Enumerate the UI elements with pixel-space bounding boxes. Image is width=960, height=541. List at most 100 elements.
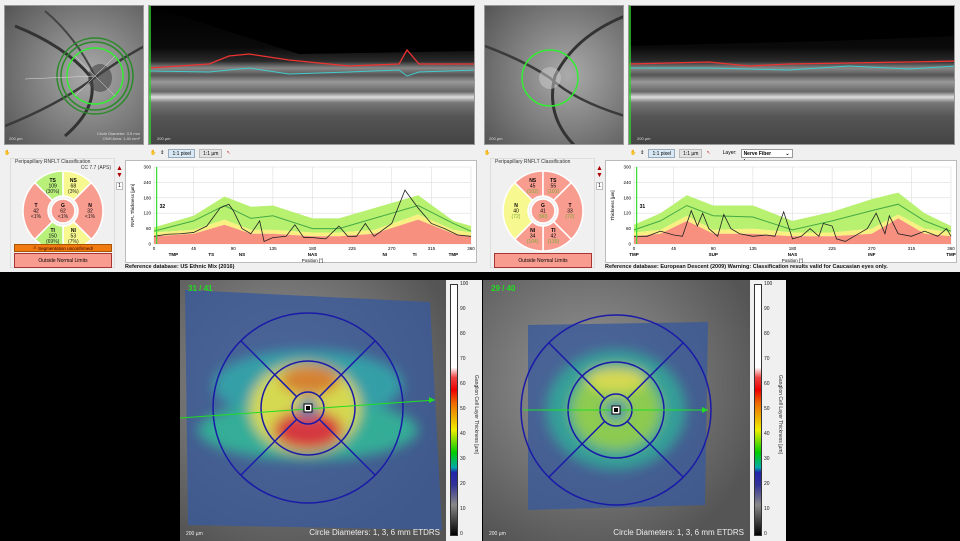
colorbar-tick: 30 — [764, 456, 770, 462]
circle-diameters-caption: Circle Diameters: 1, 3, 6 mm ETDRS — [309, 528, 440, 537]
classification-result: Outside Normal Limits — [14, 253, 112, 268]
x-tick-label: 90 — [231, 246, 237, 251]
sector-value: 45 — [530, 184, 536, 190]
sector-percent: (90) — [539, 214, 548, 220]
scale-bar: 200 µm — [489, 136, 503, 141]
sector-name: TS — [550, 178, 557, 184]
colorbar-tick: 100 — [460, 281, 469, 287]
gcl-thickness-map-right[interactable]: 29 / 40 200 µm Circle Diameters: 1, 3, 6… — [483, 280, 750, 541]
sector-value: 150 — [48, 233, 57, 239]
oct-bscan[interactable]: 200 µm — [628, 5, 955, 145]
sector-percent: <1% — [85, 214, 96, 220]
hand-icon[interactable]: ✋ — [484, 150, 491, 156]
colorbar-tick: 70 — [460, 356, 466, 362]
colorbar-tick: 60 — [764, 381, 770, 387]
sector-name: N — [514, 203, 518, 209]
circle-diameters-caption: Circle Diameters: 1, 3, 6 mm ETDRS — [613, 528, 744, 537]
colorbar-right: 100 90 80 70 60 50 40 30 20 10 0 Ganglion Cell Lay… — [750, 280, 786, 541]
rnfl-thickness-chart: 0 45 90 135 180 225 270 315 360 0 60 120 180 240 300 31… — [605, 160, 957, 263]
x-tick-label: 135 — [269, 246, 277, 251]
x-tick-label: 180 — [309, 246, 317, 251]
warning-icon: ⚠ — [32, 245, 39, 250]
borderline-band — [154, 214, 471, 237]
y-tick-label: 60 — [146, 226, 152, 231]
colorbar-tick: 90 — [460, 306, 466, 312]
layer-dropdown[interactable]: Nerve Fiber Layer ⌄ — [740, 148, 793, 165]
x-tick-label: 180 — [789, 246, 797, 251]
sector-value: 41 — [540, 209, 546, 215]
scale-bar: 200 µm — [9, 136, 23, 141]
x-tick-label: 45 — [671, 246, 677, 251]
measured-thickness-line — [153, 189, 472, 242]
gcl-thickness-map-left[interactable]: 31 / 41 200 µm Circle Diameters: 1, 3, 6… — [180, 280, 446, 541]
sector-NS — [62, 170, 93, 202]
pixel-scale-button[interactable]: 1:1 pixel — [648, 148, 676, 158]
pixel-scale-button[interactable]: 1:1 pixel — [168, 148, 196, 158]
region-label: TMP — [449, 252, 459, 257]
colorbar-tick: 70 — [764, 356, 770, 362]
chevron-down-icon: ⌄ — [785, 150, 790, 157]
classification-title: Peripapillary RNFLT Classification — [495, 159, 571, 165]
sector-percent: <1% — [31, 214, 42, 220]
sector-value: 68 — [71, 184, 77, 190]
cursor-value: 32 — [160, 204, 166, 210]
circle-diameter: Circle Diameter: 3.5 mm — [96, 131, 140, 136]
sector-value: 53 — [71, 233, 77, 239]
region-label: NAS — [308, 252, 318, 257]
layer-value: Nerve Fiber Layer — [743, 150, 772, 165]
sector-value: 34 — [530, 233, 536, 239]
scan-nav-arrows[interactable]: ▲ ▼ — [116, 165, 123, 179]
outside-band — [634, 218, 951, 244]
colorbar-tick: 60 — [460, 381, 466, 387]
scan-label: 31 / 41 — [188, 284, 213, 293]
rnfl-report-area: 200 µm Circle Diameter: 3.5 mm ONH Area:… — [0, 0, 960, 272]
x-tick-label: 135 — [749, 246, 757, 251]
measured-thickness-line — [634, 209, 952, 242]
fit-height-icon[interactable]: ⇕ — [640, 150, 645, 156]
x-tick-label: 225 — [348, 246, 356, 251]
fundus-image[interactable]: 200 µm — [484, 5, 624, 145]
fundus-image[interactable]: 200 µm Circle Diameter: 3.5 mm ONH Area:… — [4, 5, 144, 145]
region-label: TMP — [629, 252, 639, 257]
region-label: NI — [382, 252, 387, 257]
y-tick-label: 60 — [626, 226, 632, 231]
sector-pie-chart: NS45(102)TS55(101)T33(72)TI42(130)NI34(1… — [502, 170, 584, 252]
median-line — [633, 203, 952, 232]
colorbar-tick: 20 — [460, 481, 466, 487]
region-label: TI — [413, 252, 417, 257]
fit-height-icon[interactable]: ⇕ — [160, 150, 165, 156]
x-tick-label: 360 — [947, 246, 955, 251]
median-line — [153, 204, 472, 232]
region-label: INF — [868, 252, 876, 257]
y-tick-label: 240 — [623, 180, 631, 185]
sector-name: NI — [530, 228, 536, 234]
hand-icon[interactable]: ✋ — [4, 150, 11, 156]
scan-nav-arrows[interactable]: ▲ ▼ — [596, 165, 603, 179]
sector-value: 42 — [33, 209, 39, 215]
sector-percent: (30%) — [46, 189, 60, 195]
y-axis-label: Thickness [µm] — [610, 190, 615, 220]
sector-name: T — [568, 203, 571, 209]
hand-icon[interactable]: ✋ — [630, 150, 637, 156]
micron-scale-button[interactable]: 1:1 µm — [199, 148, 223, 158]
sector-TS — [542, 170, 573, 202]
sector-percent: (102) — [527, 189, 539, 195]
sector-name: G — [541, 203, 545, 209]
micron-scale-button[interactable]: 1:1 µm — [679, 148, 703, 158]
pointer-tool-icon[interactable]: ↖ — [226, 150, 231, 156]
sector-percent: (69%) — [46, 239, 60, 245]
scale-bar: 200 µm — [637, 136, 651, 141]
x-tick-label: 360 — [467, 246, 475, 251]
y-tick-label: 120 — [143, 211, 151, 216]
layer-label: Layer: — [722, 150, 737, 156]
colorbar-tick: 80 — [764, 331, 770, 337]
oct-bscan[interactable]: 200 µm — [148, 5, 475, 145]
colorbar-title: Ganglion Cell Layer Thickness [µm] — [473, 375, 479, 454]
pointer-tool-icon[interactable]: ↖ — [706, 150, 711, 156]
hand-icon[interactable]: ✋ — [150, 150, 157, 156]
region-label: TS — [208, 252, 214, 257]
x-tick-label: 90 — [711, 246, 717, 251]
reference-database: Reference database: European Descent (20… — [605, 264, 888, 270]
sector-name: N — [88, 203, 92, 209]
sector-name: TI — [50, 228, 55, 234]
